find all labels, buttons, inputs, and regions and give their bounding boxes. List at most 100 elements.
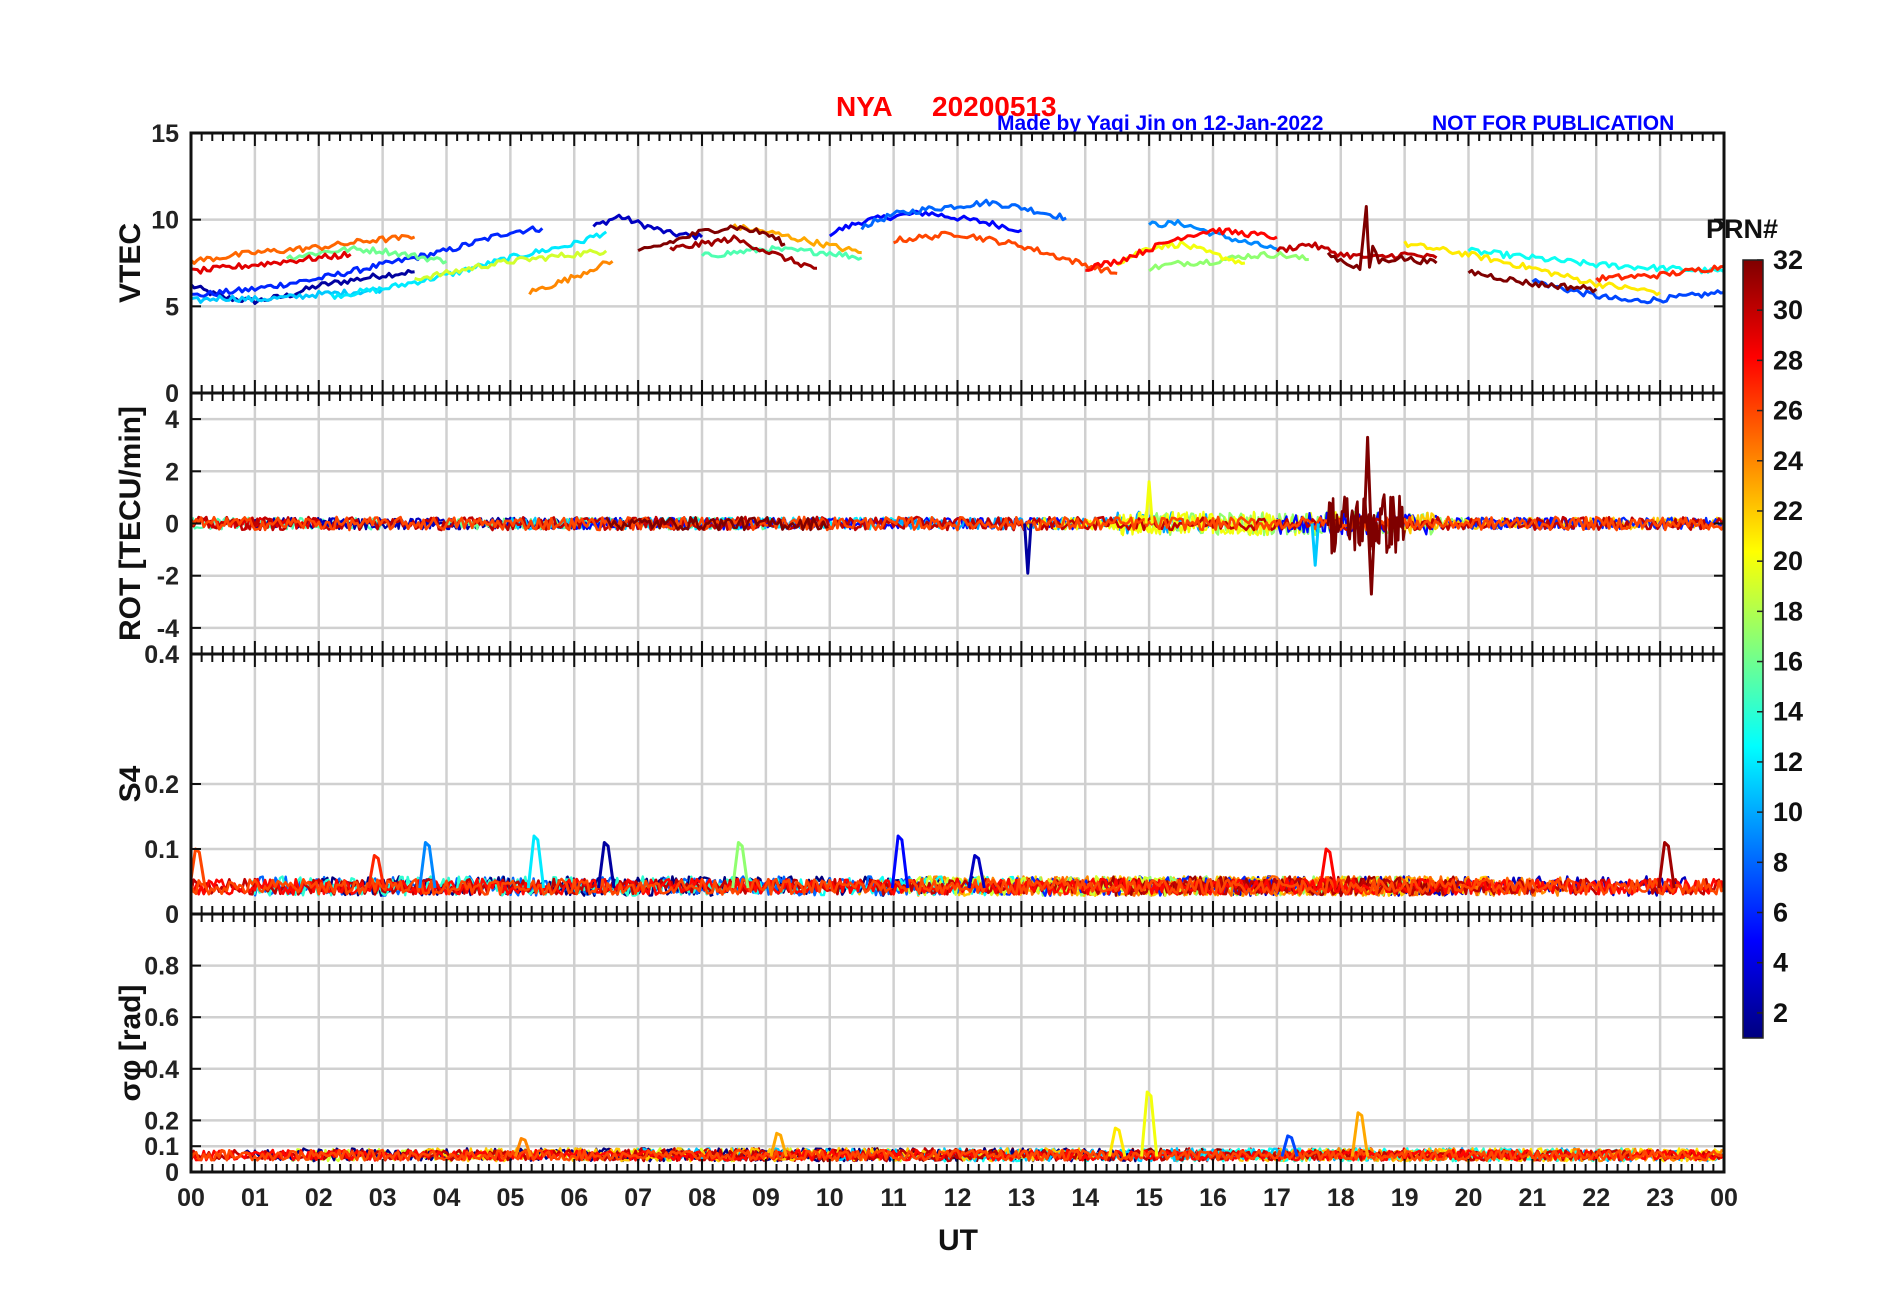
s4-panel-peak — [967, 854, 986, 889]
vtec-series-prn-32 — [1326, 205, 1438, 271]
data-traces — [191, 834, 1724, 897]
sigma-phi-panel-peak — [769, 1131, 788, 1157]
y-tick-label: 10 — [151, 207, 179, 235]
s4-panel-peak — [597, 841, 616, 889]
y-tick-label: 0 — [165, 901, 179, 929]
y-tick-label: -2 — [157, 563, 179, 591]
vtec-series-prn-30 — [1275, 241, 1438, 260]
vtec-series-prn-24 — [528, 260, 614, 296]
sigma-phi-panel: 0.8 0.6 0.4 0.20.10 σφ [rad] — [114, 912, 1726, 1187]
rot-series-trace — [191, 515, 1724, 532]
s4-panel-peak — [367, 854, 386, 889]
y-axis-label: σφ [rad] — [114, 985, 147, 1102]
rot-event-spike — [1023, 523, 1033, 575]
colorbar-title: PRN# — [1706, 214, 1778, 244]
vtec-series-prn-6 — [191, 225, 544, 298]
y-tick-label: 0.6 — [144, 1004, 179, 1032]
y-tick-label: 0.2 — [144, 1107, 179, 1135]
y-tick-label: -4 — [157, 615, 179, 643]
x-tick-label: 03 — [369, 1184, 397, 1212]
rot-panel: 4 2 0 -2 -4 ROT [TECU/min] — [114, 391, 1726, 656]
x-axis-label: UT — [938, 1224, 978, 1257]
y-axis-label: ROT [TECU/min] — [114, 406, 147, 641]
colorbar-tick-label: 12 — [1773, 747, 1803, 777]
x-tick-label: 19 — [1391, 1184, 1419, 1212]
s4-panel-series-trace — [191, 877, 1724, 896]
data-traces — [191, 198, 1724, 305]
sigma-phi-panel-peak — [1140, 1090, 1159, 1157]
vtec-series-prn-5 — [828, 209, 1023, 238]
vtec-series-prn-32 — [1467, 268, 1598, 294]
x-tick-label: 00 — [177, 1184, 205, 1212]
vtec-series-prn-29 — [191, 250, 352, 275]
s4-panel-peak — [418, 841, 437, 889]
vtec-series-prn-7 — [1531, 278, 1724, 305]
data-traces — [191, 435, 1724, 596]
x-tick-label: 11 — [880, 1184, 907, 1212]
vtec-series-prn-21 — [1403, 240, 1661, 297]
colorbar-tick-label: 26 — [1773, 396, 1803, 426]
sigma-phi-panel-peak — [514, 1137, 533, 1157]
vtec-series-prn-32 — [637, 224, 786, 252]
y-tick-label: 0.1 — [144, 836, 179, 864]
vtec-series-prn-26 — [892, 230, 1118, 275]
x-tick-label: 23 — [1646, 1184, 1674, 1212]
vtec-series-prn-19 — [414, 248, 608, 282]
colorbar-tick-label: 10 — [1773, 797, 1803, 827]
y-tick-label: 0.4 — [144, 1056, 179, 1084]
vtec-series-prn-31 — [669, 234, 817, 270]
s4-panel-peak — [526, 834, 546, 889]
y-tick-label: 0 — [165, 511, 179, 539]
vtec-panel: 15 10 5 0 VTEC — [114, 120, 1726, 408]
vtec-series-prn-12 — [330, 230, 608, 300]
vtec-series-prn-9 — [1148, 219, 1278, 251]
colorbar-tick-label: 24 — [1773, 446, 1803, 476]
rot-event-spike — [1362, 435, 1373, 524]
vtec-series-prn-25 — [191, 234, 416, 265]
colorbar-tick-label: 8 — [1773, 847, 1788, 877]
y-tick-label: 15 — [151, 120, 179, 148]
s4-panel-peak — [191, 847, 207, 889]
rot-event-spike — [1310, 523, 1320, 567]
y-tick-label: 5 — [165, 293, 179, 321]
colorbar-tick-label: 18 — [1773, 596, 1803, 626]
vtec-series-prn-17 — [1148, 251, 1309, 273]
s4-panel-peak — [1318, 847, 1338, 889]
x-tick-label: 17 — [1263, 1184, 1291, 1212]
rot-burst-trace — [1326, 493, 1406, 555]
colorbar-tick-label: 16 — [1773, 647, 1803, 677]
s4-panel-peak — [731, 841, 750, 889]
s4-panel-peak — [1657, 841, 1676, 889]
x-tick-label: 02 — [305, 1184, 333, 1212]
vtec-series-prn-3 — [592, 213, 704, 241]
x-tick-label: 18 — [1327, 1184, 1355, 1212]
y-axis-label: VTEC — [114, 223, 147, 303]
x-tick-label: 07 — [624, 1184, 652, 1212]
x-tick-label: 10 — [816, 1184, 844, 1212]
x-tick-label: 22 — [1582, 1184, 1610, 1212]
y-tick-label: 0.4 — [144, 641, 179, 669]
s4-panel-series-trace — [191, 877, 1724, 896]
credit-text: Made by Yaqi Jin on 12-Jan-2022 — [997, 112, 1323, 135]
colorbar-tick-label: 28 — [1773, 345, 1803, 375]
vtec-series-prn-2 — [191, 269, 415, 305]
vtec-series-prn-8 — [860, 198, 1067, 231]
x-tick-labels: 00 01 02 03 04 05 06 07 08 09 10 11 12 13 14 15 16 17 18 19… — [177, 1184, 1738, 1212]
y-tick-label: 0.2 — [144, 771, 179, 799]
rot-event-spike — [1144, 480, 1154, 524]
x-tick-label: 15 — [1135, 1184, 1163, 1212]
vtec-series-prn-15 — [700, 245, 863, 261]
sigma-phi-panel-peak — [1108, 1126, 1127, 1157]
colorbar-tick-label: 30 — [1773, 295, 1803, 325]
rot-series-trace — [605, 515, 829, 532]
s4-panel-peak — [890, 834, 910, 889]
x-tick-label: 04 — [433, 1184, 461, 1212]
sigma-phi-panel-series-trace — [191, 1148, 1724, 1162]
sigma-phi-panel-peak — [1280, 1134, 1299, 1157]
colorbar-tick-label: 20 — [1773, 546, 1803, 576]
colorbar-tick-label: 4 — [1773, 948, 1788, 978]
colorbar-gradient — [1742, 259, 1764, 1039]
vtec-series-prn-27 — [1595, 264, 1724, 283]
